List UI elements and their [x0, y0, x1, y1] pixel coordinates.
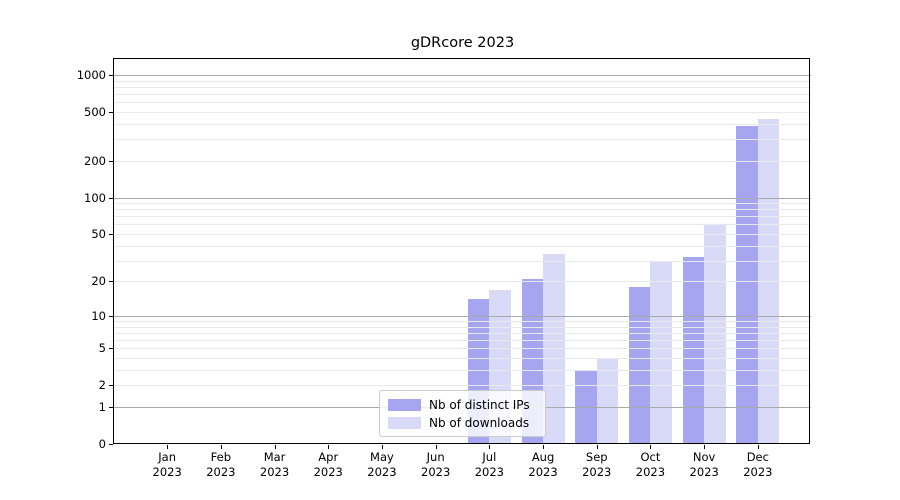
x-tick-label: Dec 2023	[743, 450, 773, 479]
y-tick-label: 0	[98, 437, 106, 451]
y-tick-label: 10	[91, 308, 106, 323]
y-tick-mark	[109, 444, 113, 445]
y-gridline-minor	[114, 224, 811, 226]
x-tick-label: Feb 2023	[206, 450, 236, 479]
legend: Nb of distinct IPs Nb of downloads	[379, 390, 546, 437]
y-gridline-minor	[114, 80, 811, 82]
y-tick-mark	[109, 197, 113, 199]
bar-distinct-ips	[682, 257, 705, 444]
x-tick-label: Oct 2023	[635, 450, 666, 479]
x-tick-label: Nov 2023	[689, 450, 719, 479]
y-gridline-minor	[114, 358, 811, 360]
y-gridline-minor	[114, 332, 811, 334]
y-tick-mark	[109, 385, 113, 387]
bar-downloads	[596, 358, 619, 444]
y-gridline-minor	[114, 234, 811, 235]
y-tick-label: 2	[98, 378, 106, 393]
bar-distinct-ips	[628, 286, 651, 444]
y-tick-mark	[109, 281, 113, 283]
y-gridline-minor	[114, 245, 811, 247]
y-gridline-minor	[114, 385, 811, 387]
y-tick-mark	[109, 75, 113, 76]
y-gridline-minor	[114, 209, 811, 211]
plot-frame	[113, 58, 810, 444]
y-gridline-minor	[114, 340, 811, 342]
y-gridline-minor	[114, 123, 811, 125]
y-gridline-minor	[114, 203, 811, 205]
x-tick-label: Aug 2023	[528, 450, 558, 479]
legend-swatch-downloads	[388, 416, 421, 429]
y-gridline-minor	[114, 102, 811, 104]
y-tick-mark	[109, 160, 113, 162]
y-tick-mark	[109, 234, 113, 235]
x-tick-mark	[704, 445, 706, 449]
x-tick-label: May 2023	[367, 450, 397, 479]
y-gridline-minor	[114, 348, 811, 350]
x-tick-label: Jul 2023	[474, 450, 504, 479]
legend-item-distinct-ips: Nb of distinct IPs	[388, 398, 537, 412]
bar-distinct-ips	[736, 126, 758, 444]
legend-item-downloads: Nb of downloads	[388, 416, 537, 430]
x-tick-label: Mar 2023	[259, 450, 290, 479]
legend-label-downloads: Nb of downloads	[429, 415, 530, 430]
y-tick-label: 50	[91, 227, 106, 241]
y-tick-label: 200	[84, 153, 106, 168]
x-tick-label: Jan 2023	[152, 450, 182, 479]
x-tick-label: Sep 2023	[582, 450, 612, 479]
y-tick-label: 20	[91, 274, 106, 289]
bar-downloads	[650, 262, 672, 444]
x-tick-mark	[489, 445, 491, 449]
x-tick-label: Jun 2023	[421, 450, 451, 479]
y-gridline-major	[114, 75, 811, 76]
y-gridline-minor	[114, 139, 811, 141]
y-gridline-major	[114, 315, 811, 317]
x-tick-mark	[596, 445, 598, 449]
bar-downloads	[704, 224, 726, 444]
legend-label-distinct-ips: Nb of distinct IPs	[429, 397, 530, 412]
y-tick-label: 500	[84, 104, 106, 119]
x-tick-mark	[543, 445, 545, 449]
chart-title: gDRcore 2023	[410, 35, 515, 51]
y-gridline-minor	[114, 86, 811, 88]
y-tick-label: 5	[98, 341, 106, 356]
y-gridline-minor	[114, 260, 811, 262]
y-tick-mark	[109, 315, 113, 317]
x-tick-mark	[650, 445, 652, 449]
legend-swatch-distinct-ips	[388, 398, 421, 411]
y-tick-mark	[109, 406, 113, 408]
y-gridline-minor	[114, 281, 811, 283]
x-tick-mark	[381, 445, 383, 449]
x-tick-mark	[328, 445, 330, 449]
x-tick-label: Apr 2023	[313, 450, 343, 479]
y-gridline-minor	[114, 94, 811, 96]
x-tick-mark	[757, 445, 759, 449]
y-gridline-minor	[114, 160, 811, 162]
y-tick-mark	[109, 348, 113, 350]
x-tick-mark	[220, 445, 222, 449]
x-tick-mark	[435, 445, 437, 449]
y-gridline-major	[114, 197, 811, 199]
y-gridline-minor	[114, 321, 811, 323]
y-gridline-minor	[114, 369, 811, 371]
y-gridline-minor	[114, 326, 811, 328]
x-tick-mark	[274, 445, 276, 449]
y-tick-label: 100	[84, 190, 106, 205]
y-tick-label: 1000	[76, 68, 106, 82]
x-tick-mark	[167, 445, 169, 449]
y-tick-mark	[109, 111, 113, 113]
y-tick-label: 1	[98, 399, 106, 414]
y-gridline-minor	[114, 111, 811, 113]
y-gridline-minor	[114, 216, 811, 218]
